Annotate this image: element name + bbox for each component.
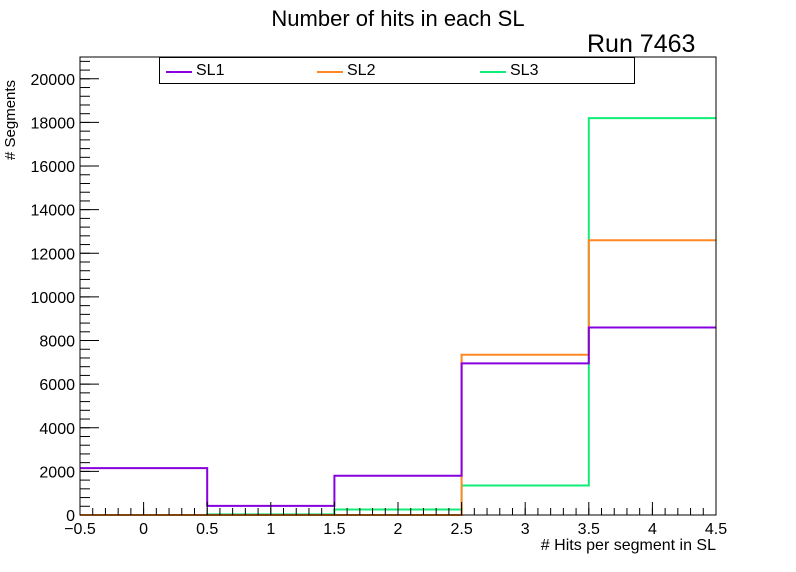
y-tick-label: 18000 bbox=[31, 115, 76, 132]
legend-label-sl3: SL3 bbox=[510, 62, 539, 79]
legend-swatch-sl1 bbox=[166, 71, 192, 73]
y-tick-label: 6000 bbox=[39, 377, 75, 394]
chart-title: Number of hits in each SL bbox=[271, 6, 525, 31]
y-tick-label: 2000 bbox=[39, 464, 75, 481]
y-tick-label: 8000 bbox=[39, 334, 75, 351]
x-tick-label: 4 bbox=[648, 521, 657, 538]
x-tick-label: 3.5 bbox=[578, 521, 600, 538]
x-tick-label: 2 bbox=[394, 521, 403, 538]
x-tick-label: 1 bbox=[266, 521, 275, 538]
legend-swatch-sl3 bbox=[480, 71, 506, 73]
x-tick-label: 0.5 bbox=[196, 521, 218, 538]
y-tick-label: 16000 bbox=[31, 159, 76, 176]
y-tick-label: 14000 bbox=[31, 203, 76, 220]
y-tick-label: 10000 bbox=[31, 290, 76, 307]
y-tick-label: 12000 bbox=[31, 246, 76, 263]
legend: SL1 SL2 SL3 bbox=[159, 57, 635, 84]
y-tick-label: 4000 bbox=[39, 421, 75, 438]
y-tick-label: 0 bbox=[66, 508, 75, 525]
x-tick-label: 2.5 bbox=[450, 521, 472, 538]
x-axis-label: # Hits per segment in SL bbox=[540, 537, 716, 554]
legend-label-sl2: SL2 bbox=[347, 62, 376, 79]
plot-frame bbox=[79, 56, 717, 516]
y-axis-label: # Segments bbox=[2, 79, 19, 160]
x-tick-label: 4.5 bbox=[705, 521, 727, 538]
y-tick-label: 20000 bbox=[31, 72, 76, 89]
run-label: Run 7463 bbox=[587, 30, 696, 58]
x-tick-label: 1.5 bbox=[323, 521, 345, 538]
series-sl2 bbox=[80, 239, 716, 516]
series-sl1 bbox=[80, 326, 716, 507]
legend-label-sl1: SL1 bbox=[196, 62, 225, 79]
series-layer bbox=[80, 117, 716, 516]
legend-swatch-sl2 bbox=[317, 71, 343, 73]
ticks-layer: −0.5 0 0.5 1 1.5 2 2.5 3 3.5 4 4.50200040006000800… bbox=[31, 60, 727, 538]
x-tick-label: 3 bbox=[521, 521, 530, 538]
x-tick-label: −0.5 bbox=[64, 521, 96, 538]
x-tick-label: 0 bbox=[139, 521, 148, 538]
series-sl3 bbox=[80, 117, 716, 516]
